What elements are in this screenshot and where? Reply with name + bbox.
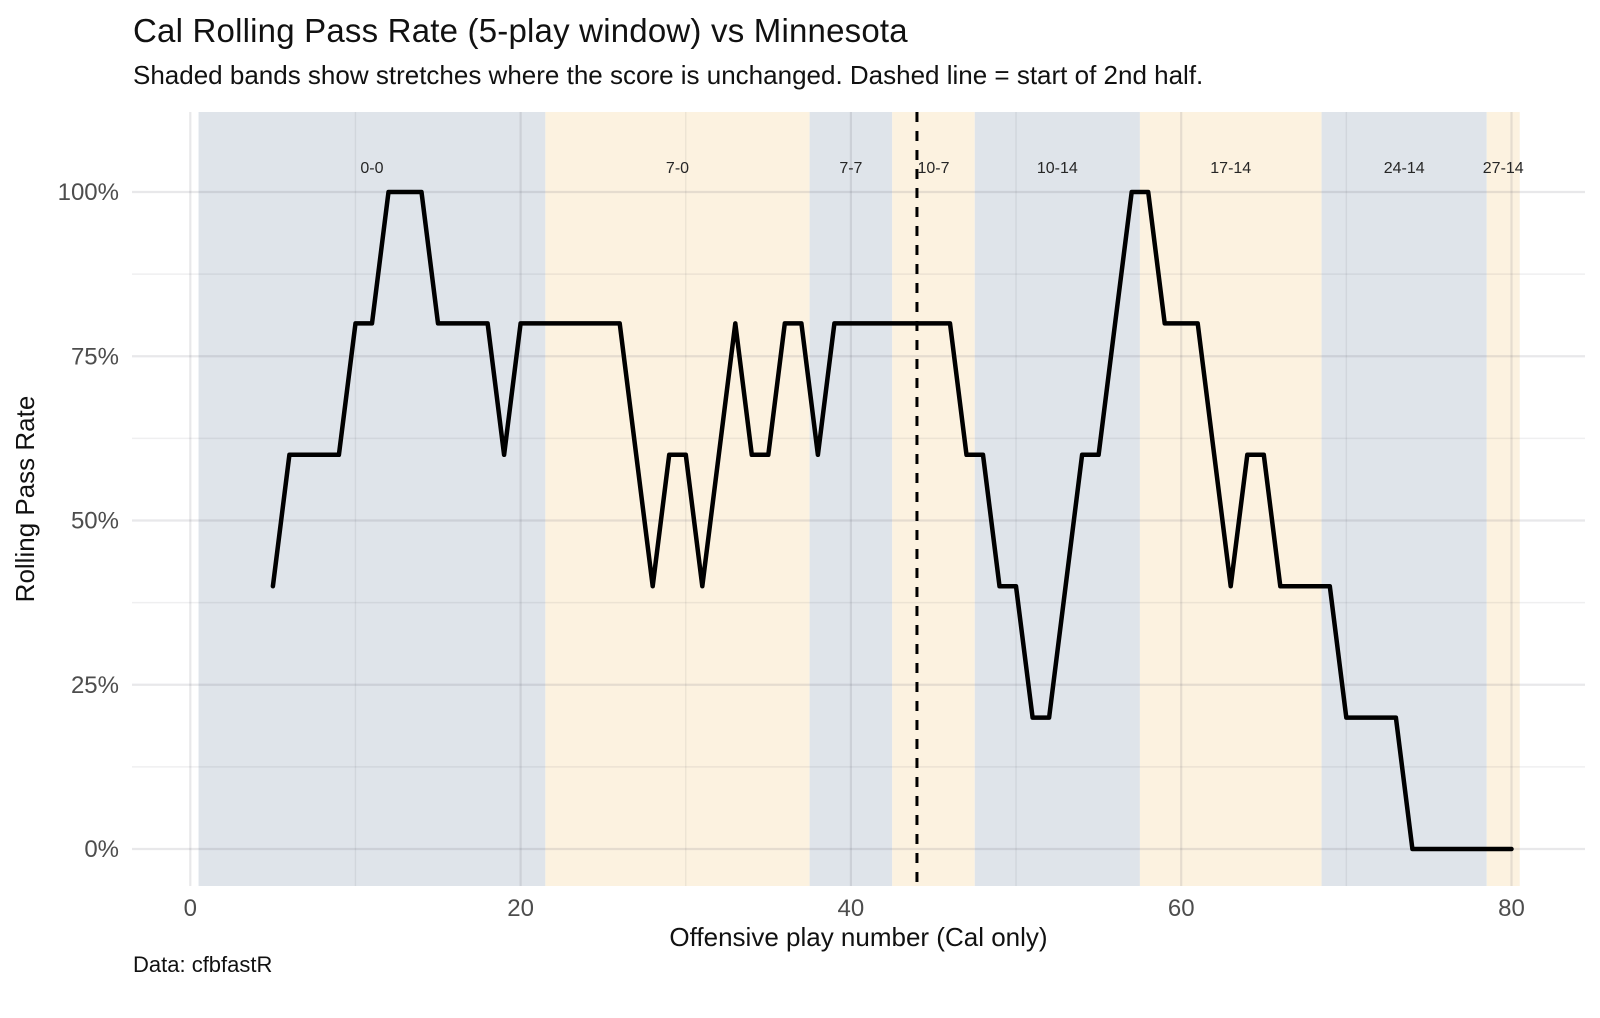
x-axis-title: Offensive play number (Cal only) xyxy=(669,922,1048,952)
score-band-label-0-0: 0-0 xyxy=(360,160,383,177)
chart-title: Cal Rolling Pass Rate (5-play window) vs… xyxy=(133,12,908,49)
x-tick-label-0: 0 xyxy=(184,895,197,922)
score-band-label-10-7: 10-7 xyxy=(917,160,949,177)
score-band-label-7-0: 7-0 xyxy=(666,160,689,177)
score-band-7-7 xyxy=(809,112,893,886)
x-tick-label-60: 60 xyxy=(1168,895,1195,922)
score-band-label-7-7: 7-7 xyxy=(839,160,862,177)
score-band-24-14 xyxy=(1321,112,1487,886)
x-tick-label-40: 40 xyxy=(838,895,865,922)
x-tick-label-80: 80 xyxy=(1498,895,1525,922)
score-band-label-17-14: 17-14 xyxy=(1210,160,1251,177)
y-tick-label-25%: 25% xyxy=(71,672,119,699)
score-band-label-27-14: 27-14 xyxy=(1483,160,1524,177)
score-band-label-10-14: 10-14 xyxy=(1037,160,1078,177)
score-band-17-14 xyxy=(1139,112,1322,886)
score-band-label-24-14: 24-14 xyxy=(1384,160,1425,177)
chart-subtitle: Shaded bands show stretches where the sc… xyxy=(133,60,1204,90)
score-band-10-14 xyxy=(974,112,1140,886)
chart-caption: Data: cfbfastR xyxy=(133,952,273,977)
y-tick-label-100%: 100% xyxy=(58,179,119,206)
y-tick-label-0%: 0% xyxy=(84,836,119,863)
pass-rate-line xyxy=(270,189,1514,852)
y-tick-label-75%: 75% xyxy=(71,343,119,370)
score-band-0-0 xyxy=(198,112,546,886)
x-tick-label-20: 20 xyxy=(507,895,534,922)
y-tick-label-50%: 50% xyxy=(71,508,119,535)
score-band-27-14 xyxy=(1486,112,1520,886)
score-band-10-7 xyxy=(892,112,975,886)
score-band-7-0 xyxy=(545,112,810,886)
